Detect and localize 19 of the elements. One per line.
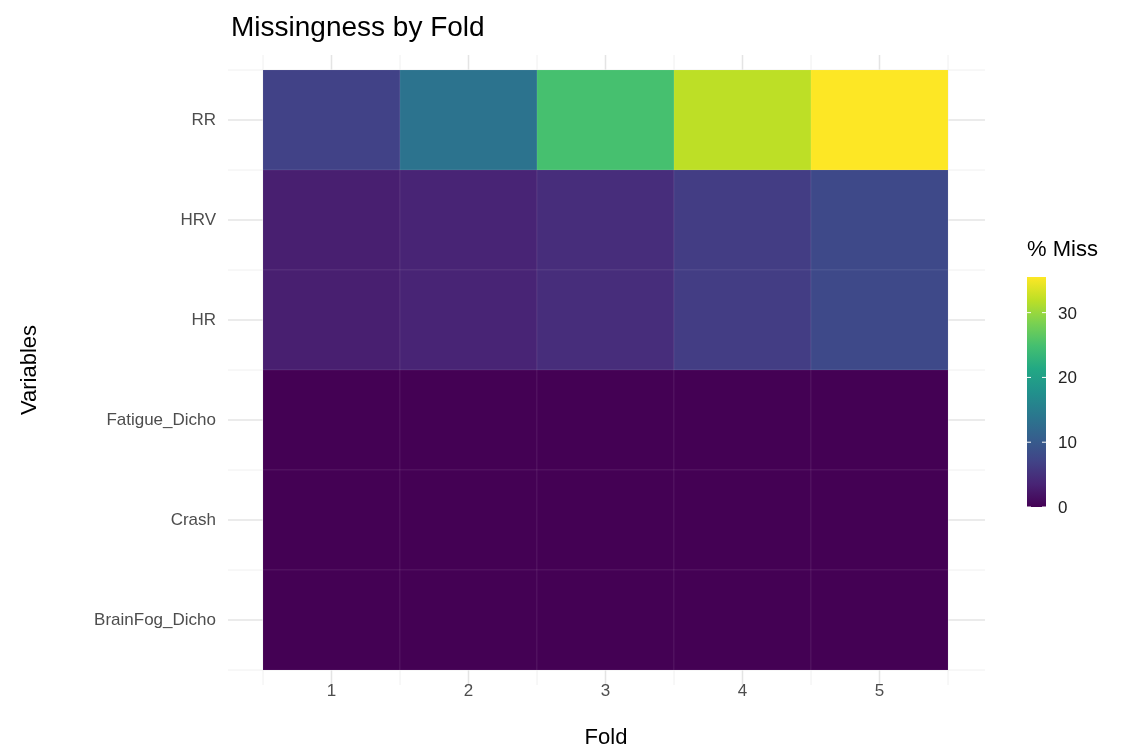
y-tick-label: Crash [170, 510, 216, 530]
color-bar-label: 10 [1058, 433, 1077, 453]
color-bar-label: 0 [1058, 497, 1068, 517]
y-tick-label: HR [191, 310, 216, 330]
x-tick-label: 3 [600, 681, 611, 701]
color-bar-title: % Miss [1027, 236, 1098, 261]
x-tick-label: 5 [874, 681, 885, 701]
y-tick-label: RR [191, 110, 216, 130]
x-axis-title: Fold [584, 724, 628, 749]
y-tick-label: Fatigue_Dicho [106, 410, 216, 430]
color-bar-label: 30 [1058, 303, 1077, 323]
x-tick-label: 1 [326, 681, 337, 701]
x-tick-label: 4 [737, 681, 748, 701]
y-tick-label: BrainFog_Dicho [94, 610, 216, 630]
y-axis-title: Variables [16, 324, 41, 416]
chart-title: Missingness by Fold [231, 11, 485, 42]
x-tick-label: 2 [463, 681, 474, 701]
color-bar-label: 20 [1058, 368, 1077, 388]
y-tick-label: HRV [180, 210, 217, 230]
